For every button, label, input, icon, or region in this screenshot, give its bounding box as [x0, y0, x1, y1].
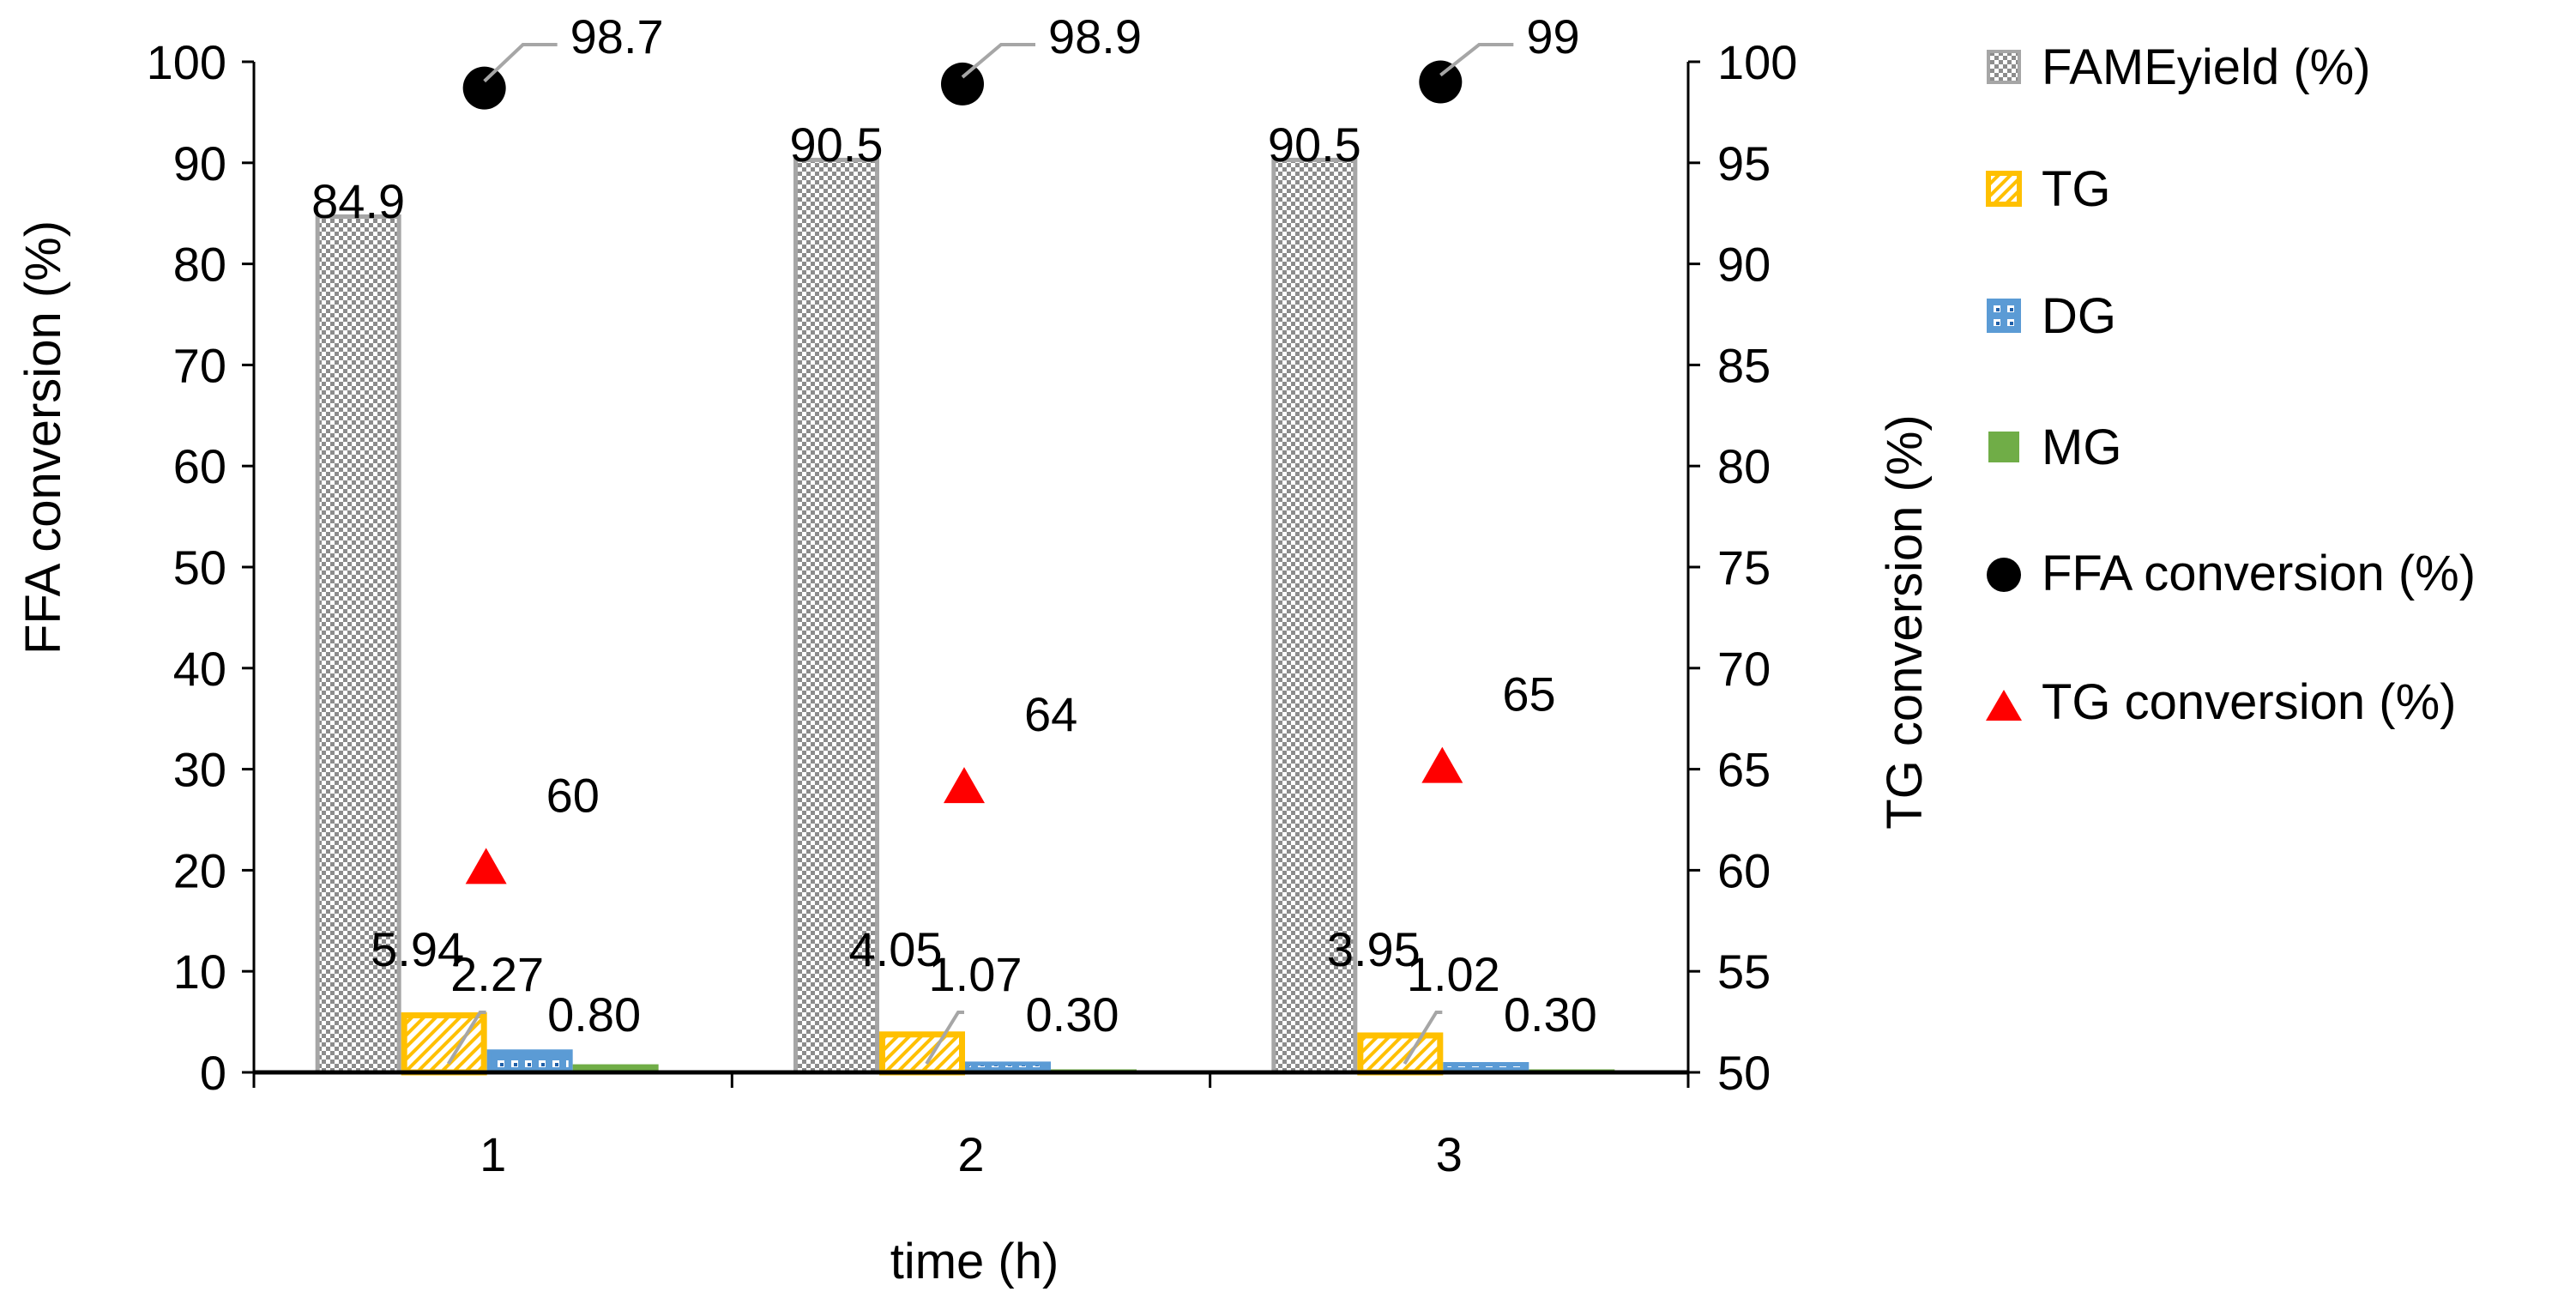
leader-line-dg [925, 1011, 964, 1066]
x-tick-label: 3 [1436, 1127, 1463, 1181]
y-left-tick-label: 70 [173, 338, 226, 392]
leader-line-ffa [1439, 43, 1514, 77]
y-left-tick-label: 0 [200, 1046, 226, 1100]
data-label-tg: 5.94 [371, 922, 464, 976]
data-label-tg: 3.95 [1327, 922, 1421, 976]
y-right-tick-label: 70 [1717, 642, 1771, 696]
y-right-tick-label: 55 [1717, 945, 1771, 999]
bar-fame [1271, 157, 1358, 1075]
y-axis-right-title: TG conversion (%) [1877, 414, 1933, 829]
y-left-tick-label: 80 [173, 238, 226, 292]
marker-tg-conversion [944, 767, 985, 804]
bar-dg [486, 1049, 573, 1075]
y-right-tick-label: 65 [1717, 743, 1771, 797]
y-left-tick-label: 20 [173, 843, 226, 897]
data-label-fame: 84.9 [311, 174, 405, 228]
y-right-tick-label: 80 [1717, 439, 1771, 493]
y-left-tick-label: 50 [173, 540, 226, 595]
x-axis-title: time (h) [890, 1234, 1059, 1289]
legend-label-fame: FAMEyield (%) [2042, 39, 2371, 95]
legend: FAMEyield (%) TG DG MG FFA conversion (%… [1986, 39, 2476, 730]
y-left-tick-label: 10 [173, 945, 226, 999]
bar-tg [1357, 1032, 1444, 1076]
y-left-tick-label: 90 [173, 136, 226, 190]
marker-tg-conversion [465, 848, 507, 884]
y-right-tick-label: 95 [1717, 136, 1771, 190]
y-right-tick-label: 60 [1717, 843, 1771, 897]
legend-label-tg-conversion: TG conversion (%) [2042, 674, 2456, 730]
y-axis-left-title: FFA conversion (%) [15, 220, 71, 655]
y-left-tick-label: 100 [147, 35, 226, 89]
legend-marker-ffa [1987, 558, 2021, 592]
y-right-tick-label: 75 [1717, 540, 1771, 595]
y-left-tick-label: 30 [173, 743, 226, 797]
legend-label-tg: TG [2042, 161, 2111, 217]
data-label-mg: 0.30 [1026, 987, 1119, 1041]
data-label-tg-conversion: 60 [546, 768, 600, 822]
leader-line-ffa [961, 43, 1035, 79]
legend-swatch-fame [1987, 50, 2021, 84]
y-left-tick-label: 40 [173, 642, 226, 696]
y-left-tick-label: 60 [173, 439, 226, 493]
leader-line-dg [1403, 1011, 1443, 1066]
leader-line-dg [446, 1011, 486, 1066]
y-right-tick-label: 50 [1717, 1046, 1771, 1100]
marker-tg-conversion [1421, 746, 1463, 783]
data-label-fame: 90.5 [790, 118, 884, 172]
leader-line-ffa [483, 43, 558, 83]
marker-ffa-conversion [1419, 60, 1463, 104]
bar-fame [793, 157, 879, 1075]
legend-label-ffa: FFA conversion (%) [2042, 546, 2476, 601]
x-tick-label: 1 [480, 1127, 506, 1181]
legend-swatch-dg [1987, 299, 2021, 333]
data-label-tg: 4.05 [849, 922, 943, 976]
data-label-tg-conversion: 65 [1502, 667, 1555, 721]
y-right-tick-label: 100 [1717, 35, 1797, 89]
data-label-dg: 1.02 [1407, 947, 1500, 1001]
bar-fame [315, 214, 401, 1075]
data-label-tg-conversion: 64 [1024, 687, 1077, 741]
data-label-dg: 1.07 [929, 947, 1023, 1001]
y-right-tick-label: 85 [1717, 338, 1771, 392]
data-label-fame: 90.5 [1268, 118, 1361, 172]
data-label-dg: 2.27 [450, 947, 544, 1001]
data-label-ffa-conversion: 98.9 [1048, 9, 1142, 63]
data-label-mg: 0.80 [547, 987, 641, 1041]
bar-tg [879, 1031, 965, 1076]
data-label-mg: 0.30 [1504, 987, 1597, 1041]
x-tick-label: 2 [957, 1127, 984, 1181]
legend-label-dg: DG [2042, 288, 2116, 344]
legend-swatch-mg [1988, 432, 2019, 462]
y-right-tick-label: 90 [1717, 238, 1771, 292]
marker-ffa-conversion [462, 66, 506, 110]
legend-label-mg: MG [2042, 420, 2121, 475]
legend-swatch-tg [1986, 171, 2022, 207]
marker-ffa-conversion [941, 62, 984, 106]
legend-marker-tg-conversion [1986, 690, 2022, 721]
data-label-ffa-conversion: 99 [1526, 9, 1579, 63]
data-label-ffa-conversion: 98.7 [570, 9, 664, 63]
